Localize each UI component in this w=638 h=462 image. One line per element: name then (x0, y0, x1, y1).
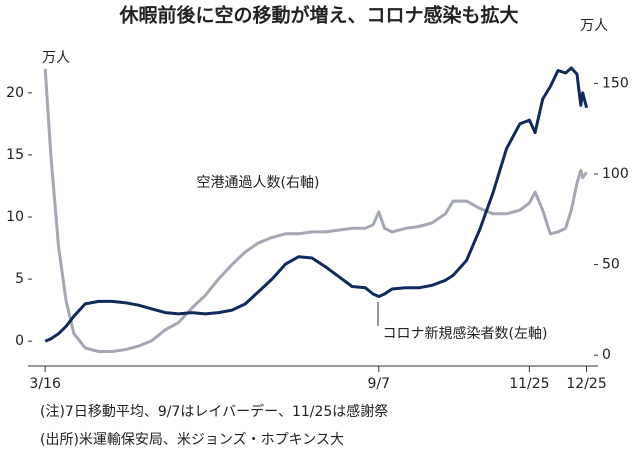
x-tick-label: 9/7 (368, 376, 391, 392)
y2-tick-label: 50 (602, 257, 620, 273)
legend-label: コロナ新規感染者数(左軸) (383, 325, 548, 342)
x-tick-label: 3/16 (29, 376, 61, 392)
series-line (44, 66, 589, 343)
y-axis-label: 万人 (42, 50, 70, 66)
y-tick-label: 20 (6, 85, 24, 101)
chart-title: 休暇前後に空の移動が増え、コロナ感染も拡大 (118, 4, 518, 27)
x-tick-label: 11/25 (509, 376, 549, 392)
y-tick-label: 5 (15, 271, 24, 287)
y2-tick-label: 100 (602, 166, 629, 182)
series-line (43, 68, 588, 353)
legend-label: 空港通過人数(右軸) (197, 175, 320, 191)
x-tick-label: 12/25 (566, 376, 606, 392)
note: (注)7日移動平均、9/7はレイバーデー、11/25は感謝祭 (40, 403, 388, 420)
y-tick-label: 15 (6, 147, 24, 163)
y-tick-label: 10 (6, 209, 24, 225)
y-tick-label: 0 (15, 333, 24, 349)
y2-axis-label: 万人 (580, 18, 608, 34)
y2-tick-label: 150 (602, 75, 629, 91)
note: (出所)米運輸保安局、米ジョンズ・ホプキンス大 (40, 432, 344, 448)
y2-tick-label: 0 (602, 347, 611, 363)
